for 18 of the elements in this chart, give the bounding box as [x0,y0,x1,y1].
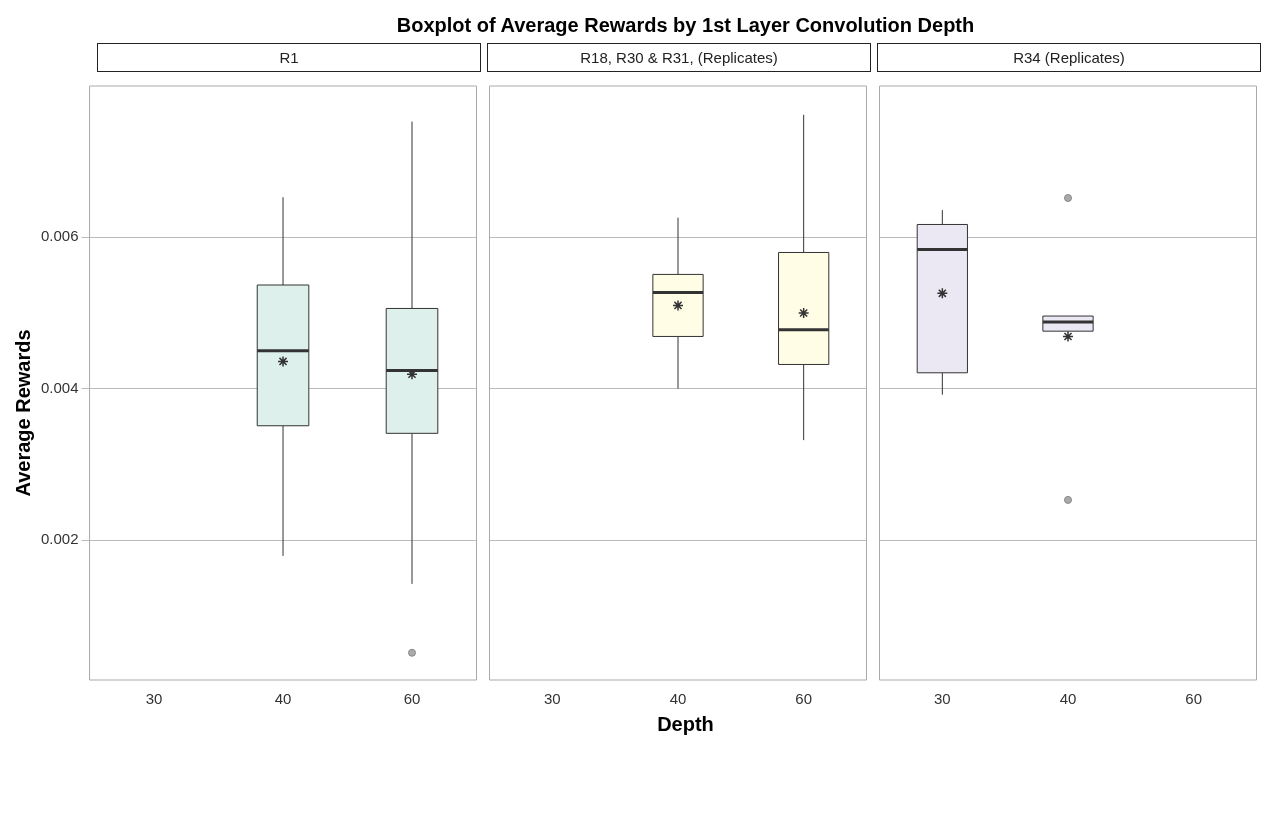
chart-subtitle: R1 [97,43,481,72]
x-tick-label: 60 [403,690,421,708]
text: Boxplot of Average Rewards by 1st Layer Convolution Depth [395,13,976,38]
x-tick-label: 40 [1059,690,1077,708]
y-axis-title: Average Rewards [11,329,35,497]
y-tick-label: 0.002 [40,530,79,548]
x-axis-title: Depth [656,713,715,736]
y-tick-label: 0.006 [40,227,79,245]
x-tick-label: 30 [933,690,951,708]
chart-subtitle: R18, R30 & R31, (Replicates) [487,43,871,72]
x-tick-label: 40 [669,690,687,708]
x-tick-label: 40 [274,690,292,708]
x-tick-label: 60 [1185,690,1203,708]
chart-subtitle: R34 (Replicates) [877,43,1261,72]
x-tick-label: 30 [543,690,561,708]
x-tick-label: 60 [795,690,813,708]
x-tick-label: 30 [145,690,163,708]
y-tick-label: 0.004 [40,378,79,396]
